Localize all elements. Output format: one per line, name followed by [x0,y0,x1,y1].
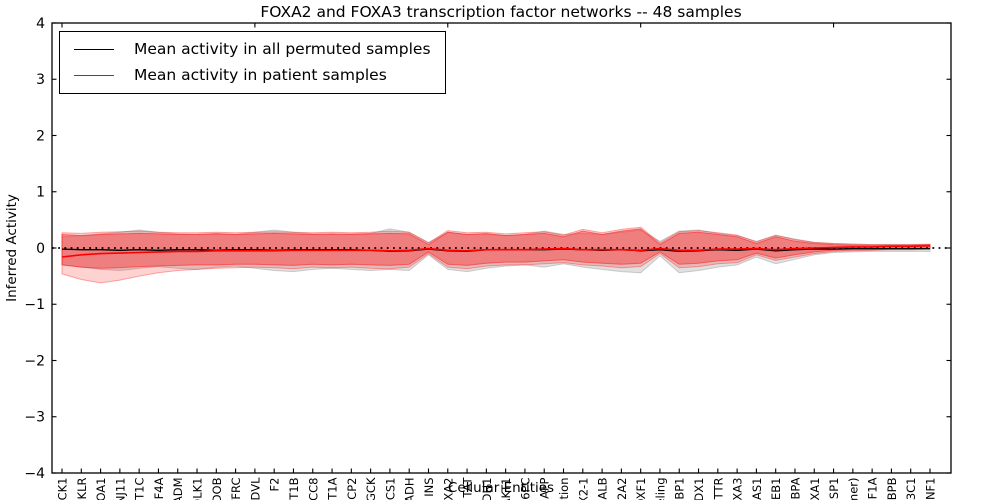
x-tick-label: CEBPB [885,477,899,500]
x-tick-label: chromatin remodeling [654,478,668,500]
x-tick-label: IGFBP1 [673,478,687,500]
legend-item-patient: Mean activity in patient samples [74,66,431,85]
x-tick-labels: PCK1 PKLR APOA1 KCNJ11 CPT1C HNF4A ACADM DLK1 AL… [56,477,938,500]
x-tick-label: GCK [364,477,378,500]
y-tick-label: −4 [24,466,45,482]
x-tick-label: KCNJ11 [113,478,127,500]
chart-title: FOXA2 and FOXA3 transcription factor net… [260,3,742,21]
x-tick-label: response to starvation [557,478,571,500]
x-tick-label: HNF1A (dimer) [846,478,860,500]
x-tick-label: SLC2A2 [615,478,629,500]
y-tick-label: −1 [24,297,45,313]
x-tick-label: FOXF1 [634,478,648,500]
x-tick-label: CREB1 [769,478,783,500]
x-tick-label: DLK1 [191,478,205,500]
mean-activity-in-patient-samples-line [61,245,931,258]
uncertainty-bands [61,226,931,284]
x-tick-label: APOA1 [94,478,108,500]
y-tick-label: 2 [36,128,45,144]
permuted-line-swatch [74,49,114,51]
x-tick-label: ABCC8 [306,478,320,500]
x-tick-label: ALAS1 [750,478,764,500]
x-tick-label: TAT [461,477,475,499]
x-tick-label: CPT1C [133,478,147,500]
x-tick-label: HMGCS1 [383,478,397,500]
x-tick-label: NR3C1 [904,478,918,500]
axis-ticks [52,22,951,474]
x-tick-label: CEBPA [789,477,803,500]
x-tick-label: HNF1A [866,477,880,500]
y-tick-label: 0 [36,241,45,257]
mean-activity-lines [61,245,931,258]
y-tick-label: 4 [36,16,45,32]
x-tick-label: CPT1B [287,477,301,500]
legend-label: Mean activity in patient samples [134,66,387,85]
x-tick-label: AFP [538,477,552,498]
x-tick-label: HADH [403,478,417,500]
y-tick-label: 1 [36,185,45,201]
x-tick-label: CPT1A [326,477,340,500]
x-tick-label: NKX2-1 [576,478,590,500]
patient-line-swatch [74,75,114,77]
x-tick-label: AKT1 [499,478,513,500]
x-tick-label: PCK1 [56,478,70,500]
x-tick-label: INS [422,478,436,497]
y-tick-labels: −4 −3 −2 −1 0 1 2 3 4 [24,16,45,482]
x-tick-label: HNF4A [152,477,166,500]
x-tick-label: BDH1 [480,478,494,500]
legend: Mean activity in all permuted samples Me… [59,31,446,95]
legend-item-permuted: Mean activity in all permuted samples [74,40,431,58]
x-tick-label: FOXA3 [731,478,745,500]
x-tick-label: UCP2 [345,478,359,500]
x-axis-label: Cellular Entities [447,480,555,496]
x-tick-label: TFRC [229,478,243,500]
x-tick-label: ACADVL [248,477,262,500]
x-tick-label: FOXA2 [441,478,455,500]
x-tick-label: SP1 [827,478,841,500]
x-tick-label: ALB [596,477,610,499]
x-tick-label: FOXA1 [808,478,822,500]
x-tick-label: NF1 [924,478,938,500]
y-tick-label: −2 [24,353,45,369]
x-tick-label: ACADM [171,478,185,500]
y-tick-label: −3 [24,410,45,426]
x-tick-label: ALDOB [210,477,224,500]
x-tick-label: PDX1 [692,478,706,500]
y-tick-label: 3 [36,72,45,88]
x-tick-label: PKLR [75,477,89,500]
x-tick-label: G6PC [518,478,532,500]
legend-label: Mean activity in all permuted samples [134,40,431,58]
y-axis-label: Inferred Activity [4,194,20,302]
x-tick-label: F2 [268,478,282,492]
x-tick-label: TTR [711,477,725,500]
